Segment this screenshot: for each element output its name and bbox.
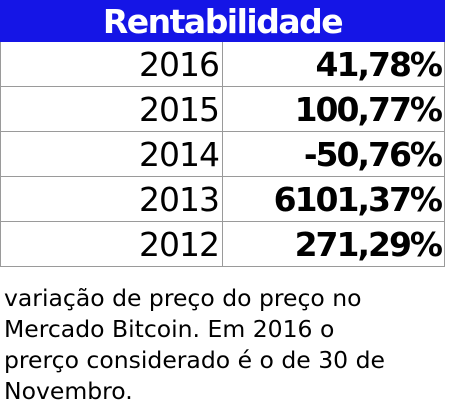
table-header: Rentabilidade xyxy=(0,0,445,42)
table-row: 2012 271,29% xyxy=(0,221,445,267)
table-header-row: Rentabilidade xyxy=(0,0,445,42)
caption-line: Mercado Bitcoin. Em 2016 o xyxy=(4,315,335,343)
caption-line: variação de preço do preço no xyxy=(4,284,362,312)
return-cell: -50,76% xyxy=(222,131,445,177)
return-cell: 6101,37% xyxy=(222,176,445,222)
caption-line: Novembro. xyxy=(4,377,133,405)
return-cell: 100,77% xyxy=(222,86,445,132)
year-cell: 2015 xyxy=(0,86,223,132)
return-cell: 271,29% xyxy=(222,221,445,267)
table-row: 2013 6101,37% xyxy=(0,176,445,222)
year-cell: 2012 xyxy=(0,221,223,267)
caption-note: variação de preço do preço no Mercado Bi… xyxy=(4,283,448,407)
year-cell: 2016 xyxy=(0,41,223,87)
rentabilidade-table: Rentabilidade 2016 41,78% 2015 100,77% 2… xyxy=(0,0,445,267)
return-cell: 41,78% xyxy=(222,41,445,87)
table-row: 2015 100,77% xyxy=(0,86,445,132)
year-cell: 2014 xyxy=(0,131,223,177)
table-row: 2016 41,78% xyxy=(0,41,445,87)
year-cell: 2013 xyxy=(0,176,223,222)
caption-line: prerço considerado é o de 30 de xyxy=(4,346,385,374)
table-row: 2014 -50,76% xyxy=(0,131,445,177)
